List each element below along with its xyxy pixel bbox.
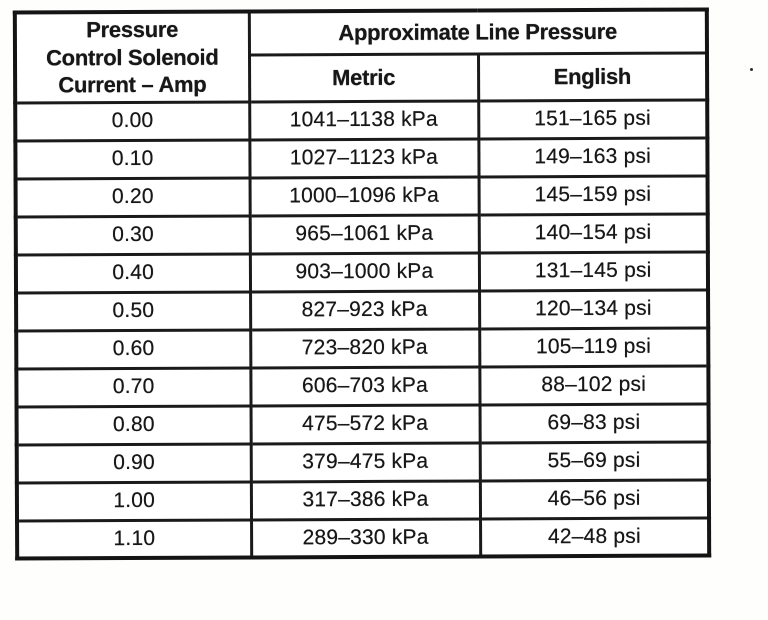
metric-pressure-cell: 965–1061 kPa: [249, 214, 479, 254]
header-row-group: Pressure Control Solenoid Current – Amp …: [14, 9, 708, 103]
english-pressure-cell: 131–145 psi: [478, 251, 709, 291]
table-row: 0.00 1041–1138 kPa 151–165 psi: [15, 99, 708, 141]
english-pressure-cell: 46–56 psi: [479, 479, 710, 519]
metric-pressure-cell: 1041–1138 kPa: [249, 100, 479, 140]
english-pressure-cell: 145–159 psi: [478, 175, 708, 215]
scan-speck-artifact: [750, 68, 753, 71]
amp-cell: 0.70: [16, 367, 251, 407]
english-pressure-cell: 69–83 psi: [479, 403, 709, 443]
amp-cell: 0.30: [15, 215, 250, 255]
amp-cell: 0.60: [16, 329, 251, 369]
table-row: 0.40 903–1000 kPa 131–145 psi: [15, 251, 709, 293]
table-row: 0.60 723–820 kPa 105–119 psi: [16, 327, 709, 369]
table-row: 0.90 379–475 kPa 55–69 psi: [16, 441, 709, 483]
table-body: 0.00 1041–1138 kPa 151–165 psi 0.10 1027…: [15, 99, 710, 559]
table-row: 1.10 289–330 kPa 42–48 psi: [17, 517, 710, 559]
english-pressure-cell: 88–102 psi: [479, 365, 709, 405]
line-pressure-table: Pressure Control Solenoid Current – Amp …: [12, 7, 712, 561]
english-pressure-cell: 55–69 psi: [479, 441, 709, 481]
amp-cell: 0.50: [16, 291, 251, 331]
table-header: Pressure Control Solenoid Current – Amp …: [14, 9, 708, 103]
english-pressure-cell: 42–48 psi: [480, 517, 710, 557]
metric-pressure-cell: 289–330 kPa: [251, 518, 481, 558]
metric-pressure-cell: 1027–1123 kPa: [249, 138, 479, 178]
amp-cell: 0.90: [16, 443, 251, 483]
column-header-english: English: [477, 52, 708, 101]
table-row: 0.80 475–572 kPa 69–83 psi: [16, 403, 709, 445]
metric-pressure-cell: 903–1000 kPa: [249, 252, 480, 292]
amp-cell: 0.20: [15, 177, 250, 217]
metric-pressure-cell: 827–923 kPa: [250, 290, 480, 330]
table-row: 0.50 827–923 kPa 120–134 psi: [16, 289, 709, 331]
scanned-document-page: Pressure Control Solenoid Current – Amp …: [12, 7, 712, 561]
english-pressure-cell: 105–119 psi: [479, 327, 709, 367]
table-row: 0.10 1027–1123 kPa 149–163 psi: [15, 137, 708, 179]
english-pressure-cell: 149–163 psi: [478, 137, 708, 177]
metric-pressure-cell: 606–703 kPa: [250, 366, 480, 406]
column-header-metric: Metric: [248, 53, 479, 102]
amp-cell: 0.40: [15, 253, 251, 293]
table-row: 0.30 965–1061 kPa 140–154 psi: [15, 213, 708, 255]
table-row: 1.00 317–386 kPa 46–56 psi: [16, 479, 710, 521]
amp-cell: 0.10: [15, 139, 250, 179]
metric-pressure-cell: 1000–1096 kPa: [249, 176, 479, 216]
table-row: 0.20 1000–1096 kPa 145–159 psi: [15, 175, 708, 217]
english-pressure-cell: 140–154 psi: [478, 213, 708, 253]
amp-cell: 1.10: [17, 519, 252, 559]
amp-cell: 1.00: [16, 481, 252, 521]
english-pressure-cell: 151–165 psi: [478, 99, 708, 139]
english-pressure-cell: 120–134 psi: [479, 289, 709, 329]
metric-pressure-cell: 475–572 kPa: [250, 404, 480, 444]
metric-pressure-cell: 723–820 kPa: [250, 328, 480, 368]
amp-cell: 0.00: [15, 101, 250, 141]
column-header-solenoid-current: Pressure Control Solenoid Current – Amp: [14, 11, 250, 103]
column-group-header-line-pressure: Approximate Line Pressure: [248, 9, 708, 55]
metric-pressure-cell: 379–475 kPa: [250, 442, 480, 482]
amp-cell: 0.80: [16, 405, 251, 445]
table-row: 0.70 606–703 kPa 88–102 psi: [16, 365, 709, 407]
metric-pressure-cell: 317–386 kPa: [250, 480, 481, 520]
